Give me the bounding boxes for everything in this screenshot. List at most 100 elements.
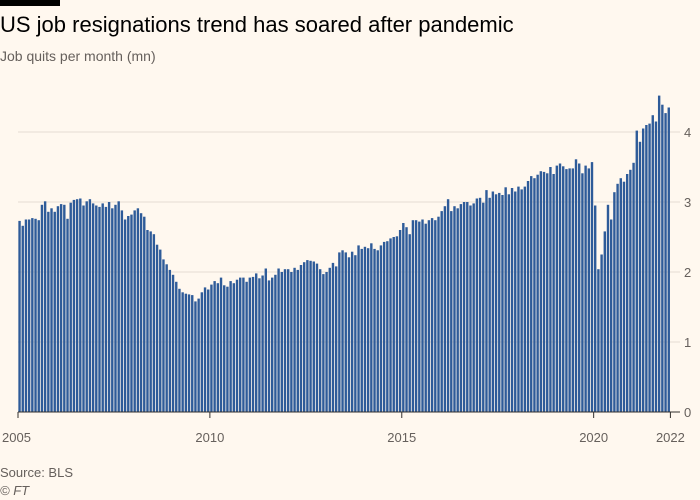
bar xyxy=(120,210,124,412)
bar xyxy=(168,269,172,412)
bar xyxy=(213,281,216,412)
chart-title: US job resignations trend has soared aft… xyxy=(0,12,514,37)
y-tick-label: 1 xyxy=(684,335,691,350)
bar xyxy=(200,292,204,412)
bar xyxy=(430,218,434,412)
bar xyxy=(459,204,463,412)
bar xyxy=(277,268,280,412)
bar xyxy=(181,292,184,412)
bar xyxy=(21,225,24,412)
bar xyxy=(366,248,370,412)
bar xyxy=(475,198,479,412)
bar xyxy=(136,208,140,412)
bar xyxy=(587,168,591,412)
bar xyxy=(63,204,66,412)
bar xyxy=(405,227,408,412)
bar xyxy=(232,283,236,412)
bar xyxy=(104,206,108,412)
y-tick-label: 2 xyxy=(684,265,691,280)
bar xyxy=(274,274,277,412)
bar xyxy=(667,107,670,412)
bar xyxy=(271,277,274,412)
bar xyxy=(56,206,60,412)
bar xyxy=(251,276,255,412)
bar xyxy=(622,181,626,412)
bar xyxy=(427,220,431,412)
bar xyxy=(165,264,168,412)
bar xyxy=(542,171,546,412)
bar xyxy=(584,165,587,412)
bar xyxy=(590,162,594,412)
bar xyxy=(494,194,498,412)
bar xyxy=(635,130,638,412)
bar xyxy=(149,231,152,412)
bar xyxy=(466,202,469,412)
bar xyxy=(302,262,306,412)
bar xyxy=(638,141,642,413)
bar xyxy=(341,250,344,412)
bar xyxy=(338,252,341,412)
bar xyxy=(357,245,360,412)
y-tick-label: 4 xyxy=(684,125,691,140)
bar xyxy=(462,202,466,412)
bar xyxy=(171,274,175,412)
bar xyxy=(625,174,629,412)
bar xyxy=(47,211,50,412)
bar xyxy=(82,205,85,412)
bar xyxy=(130,214,133,412)
bar xyxy=(386,241,389,412)
bar xyxy=(510,188,514,412)
bar xyxy=(223,285,226,412)
bar xyxy=(194,301,197,412)
bar xyxy=(555,165,559,412)
bar xyxy=(578,163,581,412)
bar xyxy=(354,255,357,412)
bar xyxy=(645,125,648,412)
bar xyxy=(216,283,220,412)
x-tick-label: 2015 xyxy=(387,430,416,445)
bar xyxy=(59,204,63,412)
bar xyxy=(565,169,568,412)
bar xyxy=(267,280,271,412)
bar xyxy=(98,206,101,412)
bar xyxy=(568,168,571,412)
bar xyxy=(395,236,399,412)
bar xyxy=(491,191,495,412)
bar xyxy=(654,121,658,412)
bar xyxy=(641,128,645,412)
bar xyxy=(280,272,283,412)
bar xyxy=(613,192,616,412)
bar xyxy=(597,269,600,412)
bar xyxy=(482,202,485,412)
bar xyxy=(66,218,69,412)
bar xyxy=(603,231,606,412)
bar xyxy=(34,218,37,412)
bar xyxy=(139,213,143,412)
bar xyxy=(235,279,239,412)
bar xyxy=(283,269,287,412)
bar xyxy=(504,187,507,412)
bar xyxy=(657,95,661,412)
bar xyxy=(69,202,72,412)
bar xyxy=(373,248,376,412)
bar xyxy=(159,249,162,412)
chart-subtitle: Job quits per month (mn) xyxy=(0,48,156,64)
bar xyxy=(472,203,475,412)
bar xyxy=(382,241,386,412)
bar xyxy=(239,277,242,412)
y-tick-label: 0 xyxy=(684,405,691,420)
bar xyxy=(398,230,402,412)
bar xyxy=(350,251,354,412)
credit-note: © FT xyxy=(0,483,30,498)
bar xyxy=(408,234,411,412)
bar xyxy=(306,260,309,412)
bar xyxy=(507,194,511,412)
bar xyxy=(245,281,248,412)
bar xyxy=(421,219,424,412)
bar xyxy=(152,234,156,412)
bar xyxy=(574,159,578,412)
bar xyxy=(594,205,597,412)
bar xyxy=(498,192,501,412)
bar xyxy=(53,211,56,412)
bar xyxy=(558,163,562,412)
